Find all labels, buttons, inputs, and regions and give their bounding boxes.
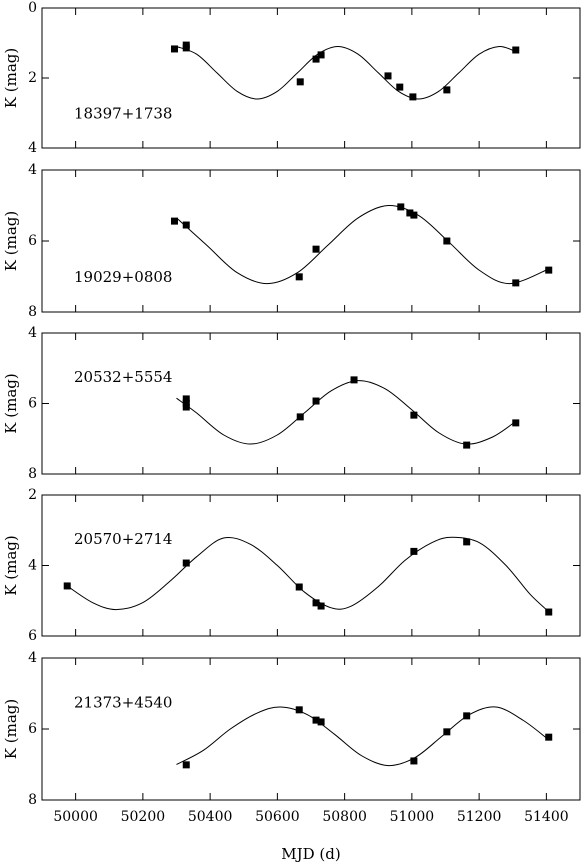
data-point [295, 706, 303, 714]
plot-frame [41, 494, 581, 637]
plot-frame [41, 169, 581, 313]
y-tick-label: 4 [28, 140, 37, 156]
x-tick-label: 51000 [390, 809, 435, 825]
plot-frame [41, 332, 581, 475]
y-tick-label: 8 [28, 792, 37, 808]
y-tick-label: 4 [28, 558, 37, 574]
y-tick-label: 4 [28, 650, 37, 666]
model-curve [176, 45, 517, 100]
model-curve [176, 706, 547, 767]
y-tick-label: 8 [28, 466, 37, 482]
x-tick-label: 50200 [121, 809, 166, 825]
data-point [512, 419, 520, 427]
data-point [182, 221, 190, 229]
data-point [182, 761, 190, 769]
y-axis-label: K (mag) [2, 699, 20, 759]
data-point [545, 733, 553, 741]
data-point [410, 547, 418, 555]
data-point [463, 538, 471, 546]
data-point [170, 217, 178, 225]
data-point [410, 411, 418, 419]
data-point [182, 399, 190, 407]
data-point [512, 46, 520, 54]
data-point [317, 51, 325, 59]
y-tick-label: 2 [28, 487, 37, 503]
data-point [410, 757, 418, 765]
data-point [312, 55, 320, 63]
y-tick-label: 8 [28, 304, 37, 320]
x-tick-label: 50000 [53, 809, 98, 825]
x-tick-label: 51400 [524, 809, 569, 825]
y-axis-label: K (mag) [2, 535, 20, 595]
data-point [350, 376, 358, 384]
x-tick-label: 50800 [322, 809, 367, 825]
y-axis-label: K (mag) [2, 211, 20, 271]
data-point [170, 45, 178, 53]
data-point [545, 608, 553, 616]
data-point [296, 78, 304, 86]
data-point [182, 559, 190, 567]
data-point [410, 211, 418, 219]
y-axis-label: K (mag) [2, 373, 20, 433]
data-point [545, 266, 553, 274]
data-point [317, 602, 325, 610]
data-point [296, 413, 304, 421]
data-point [384, 72, 392, 80]
plot-frame [41, 657, 581, 801]
data-point [463, 712, 471, 720]
data-point [295, 273, 303, 281]
y-tick-label: 6 [28, 628, 37, 644]
data-point [409, 93, 417, 101]
data-point [182, 403, 190, 411]
x-tick-label: 50400 [188, 809, 233, 825]
data-point [312, 397, 320, 405]
y-tick-label: 6 [28, 721, 37, 737]
data-point [443, 728, 451, 736]
data-point [312, 245, 320, 253]
y-tick-label: 0 [28, 0, 37, 16]
data-point [397, 203, 405, 211]
data-point [443, 237, 451, 245]
data-point [182, 395, 190, 403]
y-tick-label: 6 [28, 396, 37, 412]
model-curve [66, 536, 547, 611]
data-point [512, 279, 520, 287]
data-point [406, 209, 414, 217]
data-point [463, 441, 471, 449]
star-label: 18397+1738 [74, 104, 172, 122]
y-axis-label: K (mag) [2, 48, 20, 108]
data-point [182, 44, 190, 52]
data-point [295, 583, 303, 591]
data-point [63, 582, 71, 590]
y-tick-label: 4 [28, 162, 37, 178]
y-tick-label: 2 [28, 70, 37, 86]
star-label: 20570+2714 [74, 530, 172, 548]
data-point [396, 83, 404, 91]
x-tick-label: 50600 [255, 809, 300, 825]
star-label: 21373+4540 [74, 693, 172, 711]
data-point [317, 718, 325, 726]
model-curve [176, 204, 547, 285]
data-point [443, 86, 451, 94]
data-point [312, 716, 320, 724]
data-point [312, 599, 320, 607]
x-axis-label: MJD (d) [281, 845, 340, 863]
star-label: 20532+5554 [74, 368, 172, 386]
star-label: 19029+0808 [74, 268, 172, 286]
plot-frame [41, 7, 581, 149]
x-tick-label: 51200 [457, 809, 502, 825]
model-curve [176, 380, 517, 445]
y-tick-label: 4 [28, 325, 37, 341]
y-tick-label: 6 [28, 233, 37, 249]
